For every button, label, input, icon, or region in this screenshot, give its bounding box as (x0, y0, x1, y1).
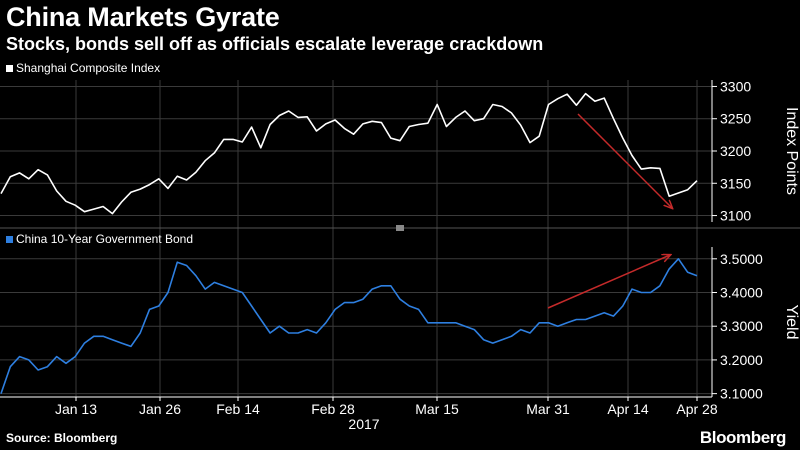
y-tick-label: 3150 (720, 175, 751, 191)
y-axis-title: Yield (783, 305, 800, 340)
x-tick-label: Jan 13 (55, 401, 97, 417)
y-tick-label: 3.2000 (720, 352, 763, 368)
source-note: Source: Bloomberg (6, 431, 118, 445)
legend-swatch (6, 236, 13, 243)
label-layer: 3100 3150 3200 3250 3300 Shanghai Composite I… (6, 61, 800, 432)
x-tick-label: Mar 15 (415, 401, 459, 417)
annotation-layer (547, 113, 672, 309)
downward-trend-arrow (577, 113, 672, 208)
x-tick-label: Jan 26 (139, 401, 181, 417)
y-tick-label: 3100 (720, 208, 751, 224)
y-axis-title: Index Points (783, 107, 800, 195)
bloomberg-logo: Bloomberg (699, 428, 787, 447)
y-tick-label: 3.1000 (720, 386, 763, 402)
shanghai-composite-line (0, 92, 698, 215)
y-tick-label: 3.5000 (720, 251, 763, 267)
axes-layer (0, 80, 800, 401)
y-tick-label: 3.3000 (720, 318, 763, 334)
x-tick-label: Apr 28 (676, 401, 717, 417)
y-tick-label: 3250 (720, 111, 751, 127)
x-tick-label: Feb 28 (311, 401, 355, 417)
series-layer (0, 92, 698, 394)
chart-subtitle: Stocks, bonds sell off as officials esca… (6, 34, 544, 54)
x-tick-label: Feb 14 (216, 401, 260, 417)
legend-label: Shanghai Composite Index (16, 61, 160, 75)
x-tick-label: Apr 14 (607, 401, 648, 417)
y-tick-label: 3.4000 (720, 285, 763, 301)
grid-layer (0, 80, 712, 397)
y-tick-label: 3200 (720, 143, 751, 159)
legend-label: China 10-Year Government Bond (16, 232, 193, 246)
x-tick-label: Mar 31 (526, 401, 570, 417)
y-tick-label: 3300 (720, 78, 751, 94)
x-year-label: 2017 (348, 416, 379, 432)
legend-swatch (6, 65, 13, 72)
upward-trend-arrow (547, 255, 670, 309)
panel-divider-handle (396, 225, 404, 231)
chart-title: China Markets Gyrate (6, 2, 280, 32)
bond-yield-line (0, 258, 698, 394)
